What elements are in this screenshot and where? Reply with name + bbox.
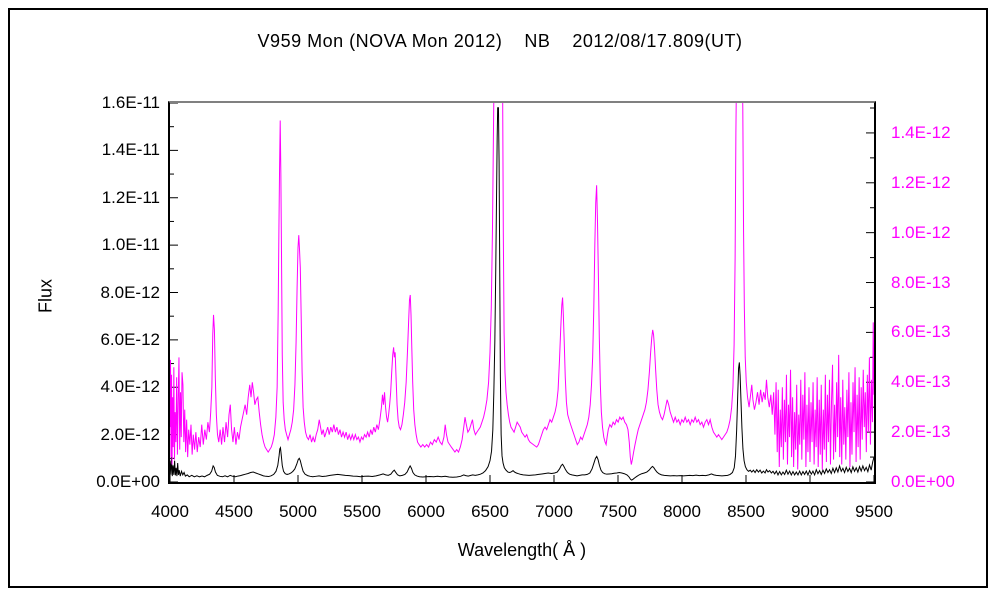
right-tick-label: 6.0E-13 bbox=[891, 322, 951, 342]
x-tick-label: 6500 bbox=[471, 502, 509, 521]
broadband-flux-black-line bbox=[170, 107, 874, 481]
right-tick-label: 8.0E-13 bbox=[891, 272, 951, 292]
left-tick-label: 1.2E-11 bbox=[101, 187, 160, 207]
left-tick-label: 2.0E-12 bbox=[100, 424, 160, 444]
x-tick-label: 9500 bbox=[855, 502, 893, 521]
narrowband-flux-magenta-line bbox=[170, 103, 874, 470]
right-tick-label: 1.4E-12 bbox=[891, 122, 951, 142]
left-tick-label: 6.0E-12 bbox=[100, 329, 160, 349]
x-tick-label: 6000 bbox=[407, 502, 445, 521]
right-tick-label: 4.0E-13 bbox=[891, 372, 951, 392]
right-tick-label: 1.0E-12 bbox=[891, 222, 951, 242]
x-tick-label: 7500 bbox=[599, 502, 637, 521]
plot-area bbox=[168, 101, 876, 484]
plot-svg bbox=[170, 103, 874, 482]
left-tick-label: 1.4E-11 bbox=[101, 140, 160, 160]
x-tick-label: 4000 bbox=[151, 502, 189, 521]
left-tick-label: 1.0E-11 bbox=[101, 235, 160, 255]
right-tick-label: 1.2E-12 bbox=[891, 172, 951, 192]
left-tick-label: 0.0E+00 bbox=[96, 472, 160, 491]
left-tick-label: 8.0E-12 bbox=[100, 282, 160, 302]
x-tick-label: 8000 bbox=[663, 502, 701, 521]
chart-title: V959 Mon (NOVA Mon 2012) NB 2012/08/17.8… bbox=[257, 31, 743, 51]
x-tick-label: 5500 bbox=[343, 502, 381, 521]
right-tick-label: 2.0E-13 bbox=[891, 422, 951, 442]
left-tick-label: 1.6E-11 bbox=[101, 93, 160, 112]
x-tick-label: 9000 bbox=[791, 502, 829, 521]
x-tick-label: 5000 bbox=[279, 502, 317, 521]
left-tick-label: 4.0E-12 bbox=[100, 377, 160, 397]
wavelength-axis-label: Wavelength( Å ) bbox=[457, 540, 587, 560]
x-tick-label: 7000 bbox=[535, 502, 573, 521]
right-tick-label: 0.0E+00 bbox=[891, 472, 955, 491]
x-tick-label: 4500 bbox=[215, 502, 253, 521]
x-tick-label: 8500 bbox=[727, 502, 765, 521]
flux-axis-label: Flux bbox=[35, 278, 56, 314]
